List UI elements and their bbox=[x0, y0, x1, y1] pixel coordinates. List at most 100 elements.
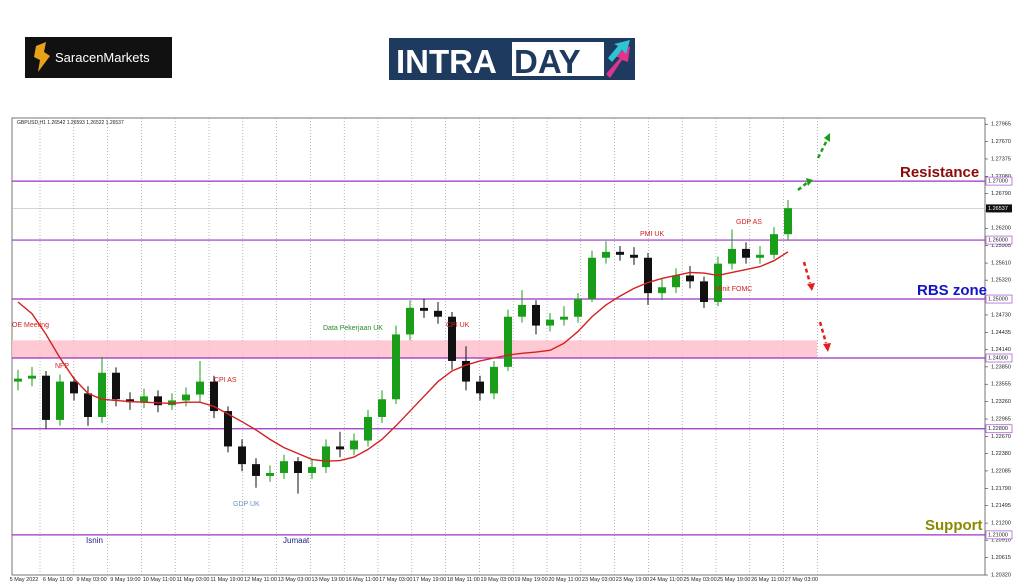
arrow-head bbox=[807, 283, 815, 291]
candle-body bbox=[294, 461, 302, 473]
x-tick-label: 17 May 03:00 bbox=[379, 577, 412, 583]
annotation: NFP bbox=[55, 363, 69, 370]
candle-body bbox=[532, 304, 540, 326]
rbs-zone bbox=[12, 340, 817, 358]
candle-body bbox=[700, 281, 708, 302]
candle-body bbox=[56, 381, 64, 420]
x-tick-label: 23 May 19:00 bbox=[616, 577, 649, 583]
y-tick-label: 1.25905 bbox=[991, 243, 1011, 249]
banner: INTRA DAY bbox=[389, 38, 635, 80]
arrow-head bbox=[823, 343, 831, 352]
level-tag bbox=[985, 294, 1013, 304]
candle-body bbox=[238, 446, 246, 465]
brand-name: SaracenMarkets bbox=[55, 50, 150, 65]
x-tick-label: 16 May 11:00 bbox=[346, 577, 379, 583]
x-tick-label: 25 May 03:00 bbox=[683, 577, 716, 583]
banner-box bbox=[512, 42, 604, 76]
annotation: Data Pekerjaan UK bbox=[323, 325, 383, 332]
candle-body bbox=[392, 334, 400, 400]
candle-body bbox=[546, 319, 554, 326]
annotation: OE Meeting bbox=[12, 322, 49, 329]
level-label: 1.22800 bbox=[988, 426, 1008, 432]
y-tick-label: 1.20320 bbox=[991, 572, 1011, 578]
annotation: Resistance bbox=[900, 164, 979, 181]
x-tick-label: 13 May 03:00 bbox=[278, 577, 311, 583]
level-label: 1.25000 bbox=[988, 296, 1008, 302]
arrow-up bbox=[797, 181, 809, 191]
candle-body bbox=[742, 248, 750, 258]
y-tick-label: 1.23850 bbox=[991, 364, 1011, 370]
annotation: Minit FOMC bbox=[715, 286, 752, 293]
x-tick-label: 23 May 03:00 bbox=[582, 577, 615, 583]
x-tick-label: 9 May 03:00 bbox=[76, 577, 106, 583]
level-tag bbox=[985, 235, 1013, 245]
chart-title: GBPUSD,H1 1.26542 1.26593 1.26522 1.2653… bbox=[17, 120, 124, 126]
candle-body bbox=[406, 307, 414, 335]
y-tick-label: 1.24730 bbox=[991, 312, 1011, 318]
candle-body bbox=[266, 472, 274, 476]
y-tick-label: 1.26200 bbox=[991, 226, 1011, 232]
y-tick-label: 1.27375 bbox=[991, 156, 1011, 162]
candle-body bbox=[476, 381, 484, 394]
banner-left: INTRA bbox=[396, 43, 497, 80]
level-tag bbox=[985, 424, 1013, 434]
x-tick-label: 20 May 11:00 bbox=[548, 577, 581, 583]
candle-body bbox=[434, 310, 442, 317]
x-tick-label: 25 May 19:00 bbox=[717, 577, 750, 583]
x-tick-label: 9 May 19:00 bbox=[110, 577, 140, 583]
annotation: CPI UK bbox=[446, 322, 470, 329]
candle-body bbox=[616, 251, 624, 255]
y-tick-label: 1.24435 bbox=[991, 330, 1011, 336]
candle-body bbox=[378, 399, 386, 417]
candle-body bbox=[728, 248, 736, 264]
plot: GBPUSD,H1 1.26542 1.26593 1.26522 1.2653… bbox=[10, 118, 1013, 583]
y-tick-label: 1.22965 bbox=[991, 416, 1011, 422]
candle-body bbox=[602, 251, 610, 258]
banner-arrow-up bbox=[608, 40, 630, 62]
current-price-label: 1.26537 bbox=[988, 206, 1008, 212]
candle-body bbox=[672, 275, 680, 288]
y-tick-label: 1.21790 bbox=[991, 486, 1011, 492]
y-tick-label: 1.24140 bbox=[991, 347, 1011, 353]
candle-body bbox=[112, 372, 120, 400]
annotation: Jumaat bbox=[283, 536, 310, 545]
arrow-up bbox=[816, 139, 829, 159]
level-tag bbox=[985, 176, 1013, 186]
candle-body bbox=[154, 396, 162, 406]
y-tick-label: 1.22085 bbox=[991, 468, 1011, 474]
arrow-down bbox=[802, 261, 812, 284]
candle-body bbox=[588, 257, 596, 300]
y-tick-label: 1.21495 bbox=[991, 503, 1011, 509]
moving-average bbox=[17, 251, 789, 462]
candle-body bbox=[770, 234, 778, 255]
candle-body bbox=[714, 263, 722, 302]
brand-logo: SaracenMarkets bbox=[25, 37, 172, 78]
candle-body bbox=[98, 372, 106, 417]
level-tag bbox=[985, 353, 1013, 363]
price-tag bbox=[986, 204, 1012, 213]
candle-body bbox=[448, 316, 456, 361]
candle-body bbox=[756, 254, 764, 258]
y-tick-label: 1.22670 bbox=[991, 434, 1011, 440]
y-tick-label: 1.20910 bbox=[991, 538, 1011, 544]
y-tick-label: 1.21200 bbox=[991, 521, 1011, 527]
candle-body bbox=[14, 378, 22, 382]
candle-body bbox=[490, 366, 498, 394]
candle-body bbox=[462, 360, 470, 382]
candle-body bbox=[322, 446, 330, 468]
candle-body bbox=[504, 316, 512, 367]
annotation: RBS zone bbox=[917, 282, 987, 299]
candle-body bbox=[336, 446, 344, 450]
banner-arrow-down bbox=[606, 46, 630, 78]
x-tick-label: 18 May 11:00 bbox=[447, 577, 480, 583]
x-tick-label: 24 May 11:00 bbox=[650, 577, 683, 583]
x-tick-label: 10 May 11:00 bbox=[143, 577, 176, 583]
candle-body bbox=[644, 257, 652, 294]
candle-body bbox=[140, 396, 148, 403]
arrow-head bbox=[824, 133, 830, 142]
candle-body bbox=[196, 381, 204, 395]
candle-body bbox=[70, 381, 78, 394]
candle-body bbox=[252, 464, 260, 476]
x-tick-label: 19 May 03:00 bbox=[481, 577, 514, 583]
